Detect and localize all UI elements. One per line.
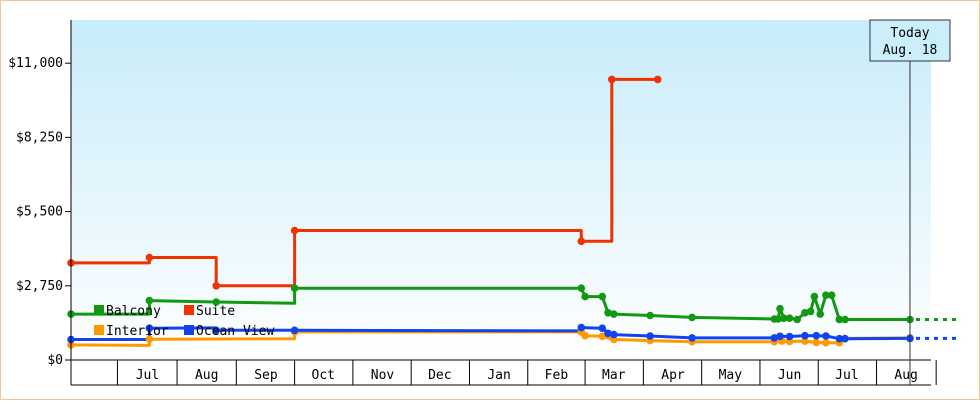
data-point-balcony: [816, 310, 824, 318]
data-point-ocean-view: [577, 323, 586, 332]
legend-swatch-suite: [184, 305, 194, 315]
data-point-interior: [598, 332, 607, 341]
x-tick-label: Nov: [371, 368, 395, 383]
x-tick-label: Apr: [661, 368, 685, 383]
data-point-ocean-view: [604, 329, 612, 338]
legend-label-interior: Interior: [106, 324, 169, 339]
legend-swatch-ocean-view: [184, 325, 194, 335]
data-point-balcony: [810, 292, 819, 301]
y-tick-label: $2,750: [16, 279, 63, 294]
x-tick-label: Aug: [894, 368, 917, 383]
data-point-balcony: [785, 314, 794, 323]
data-point-ocean-view: [841, 334, 849, 343]
data-point-balcony: [780, 314, 788, 323]
data-point-balcony: [822, 291, 830, 300]
data-point-suite: [608, 75, 616, 84]
data-point-balcony: [776, 304, 784, 313]
data-point-ocean-view: [646, 332, 654, 340]
x-tick-label: Oct: [312, 368, 335, 383]
data-point-interior: [145, 335, 154, 344]
data-point-balcony: [841, 315, 849, 324]
x-tick-label: Jul: [835, 368, 858, 383]
data-point-balcony: [598, 292, 607, 301]
data-point-ocean-view: [145, 324, 154, 333]
data-point-balcony: [577, 284, 586, 293]
data-point-balcony: [835, 315, 844, 324]
data-point-ocean-view: [776, 332, 784, 341]
x-tick-label: Jul: [136, 368, 159, 383]
x-tick-label: Jun: [778, 368, 801, 383]
data-point-balcony: [827, 291, 836, 300]
data-point-balcony: [646, 311, 654, 320]
x-tick-label: Dec: [428, 368, 451, 383]
x-tick-label: Aug: [195, 368, 218, 383]
legend-swatch-interior: [94, 325, 104, 335]
y-tick-label: $11,000: [8, 56, 63, 71]
data-point-interior: [581, 331, 589, 340]
data-point-balcony: [212, 298, 220, 306]
x-tick-label: May: [719, 368, 743, 383]
data-point-ocean-view: [812, 331, 821, 340]
today-date: Aug. 18: [883, 43, 938, 58]
legend: Balcony Suite Interior Ocean View: [94, 304, 274, 339]
x-tick-label: Jan: [487, 368, 510, 383]
data-point-ocean-view: [822, 332, 830, 340]
data-point-balcony: [774, 315, 782, 323]
data-point-suite: [577, 237, 586, 246]
data-point-ocean-view: [785, 332, 794, 341]
data-point-suite: [653, 75, 662, 84]
data-point-suite: [290, 226, 299, 235]
today-label: Today: [890, 26, 929, 41]
data-point-balcony: [688, 313, 696, 322]
x-tick-label: Mar: [602, 368, 626, 383]
data-point-balcony: [793, 315, 801, 324]
data-point-balcony: [801, 309, 809, 317]
data-point-ocean-view: [770, 334, 779, 342]
data-point-balcony: [145, 296, 154, 305]
data-point-interior: [801, 337, 809, 345]
today-box: [869, 19, 951, 62]
y-tick-label: $8,250: [16, 130, 63, 145]
data-point-balcony: [610, 310, 618, 318]
x-tick-label: Sep: [254, 368, 278, 383]
data-point-balcony: [604, 309, 612, 317]
x-tick-label: Feb: [545, 368, 569, 383]
y-tick-label: $5,500: [16, 205, 63, 220]
data-point-ocean-view: [610, 330, 618, 339]
data-point-interior: [812, 338, 821, 347]
y-tick-label: $0: [47, 353, 63, 368]
data-point-ocean-view: [835, 334, 844, 343]
data-point-ocean-view: [598, 324, 607, 333]
legend-label-suite: Suite: [196, 304, 235, 319]
data-point-balcony: [290, 284, 299, 293]
data-point-ocean-view: [801, 331, 809, 340]
data-point-ocean-view: [290, 326, 299, 335]
data-point-balcony: [806, 307, 815, 316]
legend-label-balcony: Balcony: [106, 304, 161, 319]
data-point-ocean-view: [688, 334, 696, 342]
data-point-suite: [145, 253, 154, 262]
legend-swatch-balcony: [94, 305, 104, 315]
data-point-ocean-view: [212, 326, 220, 335]
legend-label-ocean-view: Ocean View: [196, 324, 274, 339]
data-point-suite: [212, 282, 220, 290]
data-point-interior: [822, 338, 830, 347]
data-point-balcony: [581, 292, 589, 301]
